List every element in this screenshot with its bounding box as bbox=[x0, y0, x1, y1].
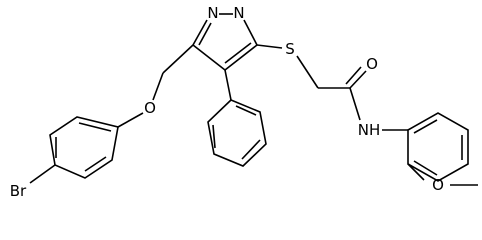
atom-label: O bbox=[144, 99, 156, 117]
atom-label: O bbox=[366, 55, 378, 73]
bonds bbox=[29, 13, 478, 186]
atom-label: NH bbox=[358, 121, 381, 139]
molecule: N N S O NH O Br O bbox=[10, 4, 478, 200]
atom-label: N bbox=[233, 4, 244, 22]
atom-label: N bbox=[207, 4, 218, 22]
atom-label: S bbox=[285, 40, 295, 58]
atom-label: O bbox=[432, 176, 444, 194]
atom-labels: N N S O NH O Br O bbox=[10, 4, 444, 200]
atom-label: Br bbox=[10, 182, 27, 200]
